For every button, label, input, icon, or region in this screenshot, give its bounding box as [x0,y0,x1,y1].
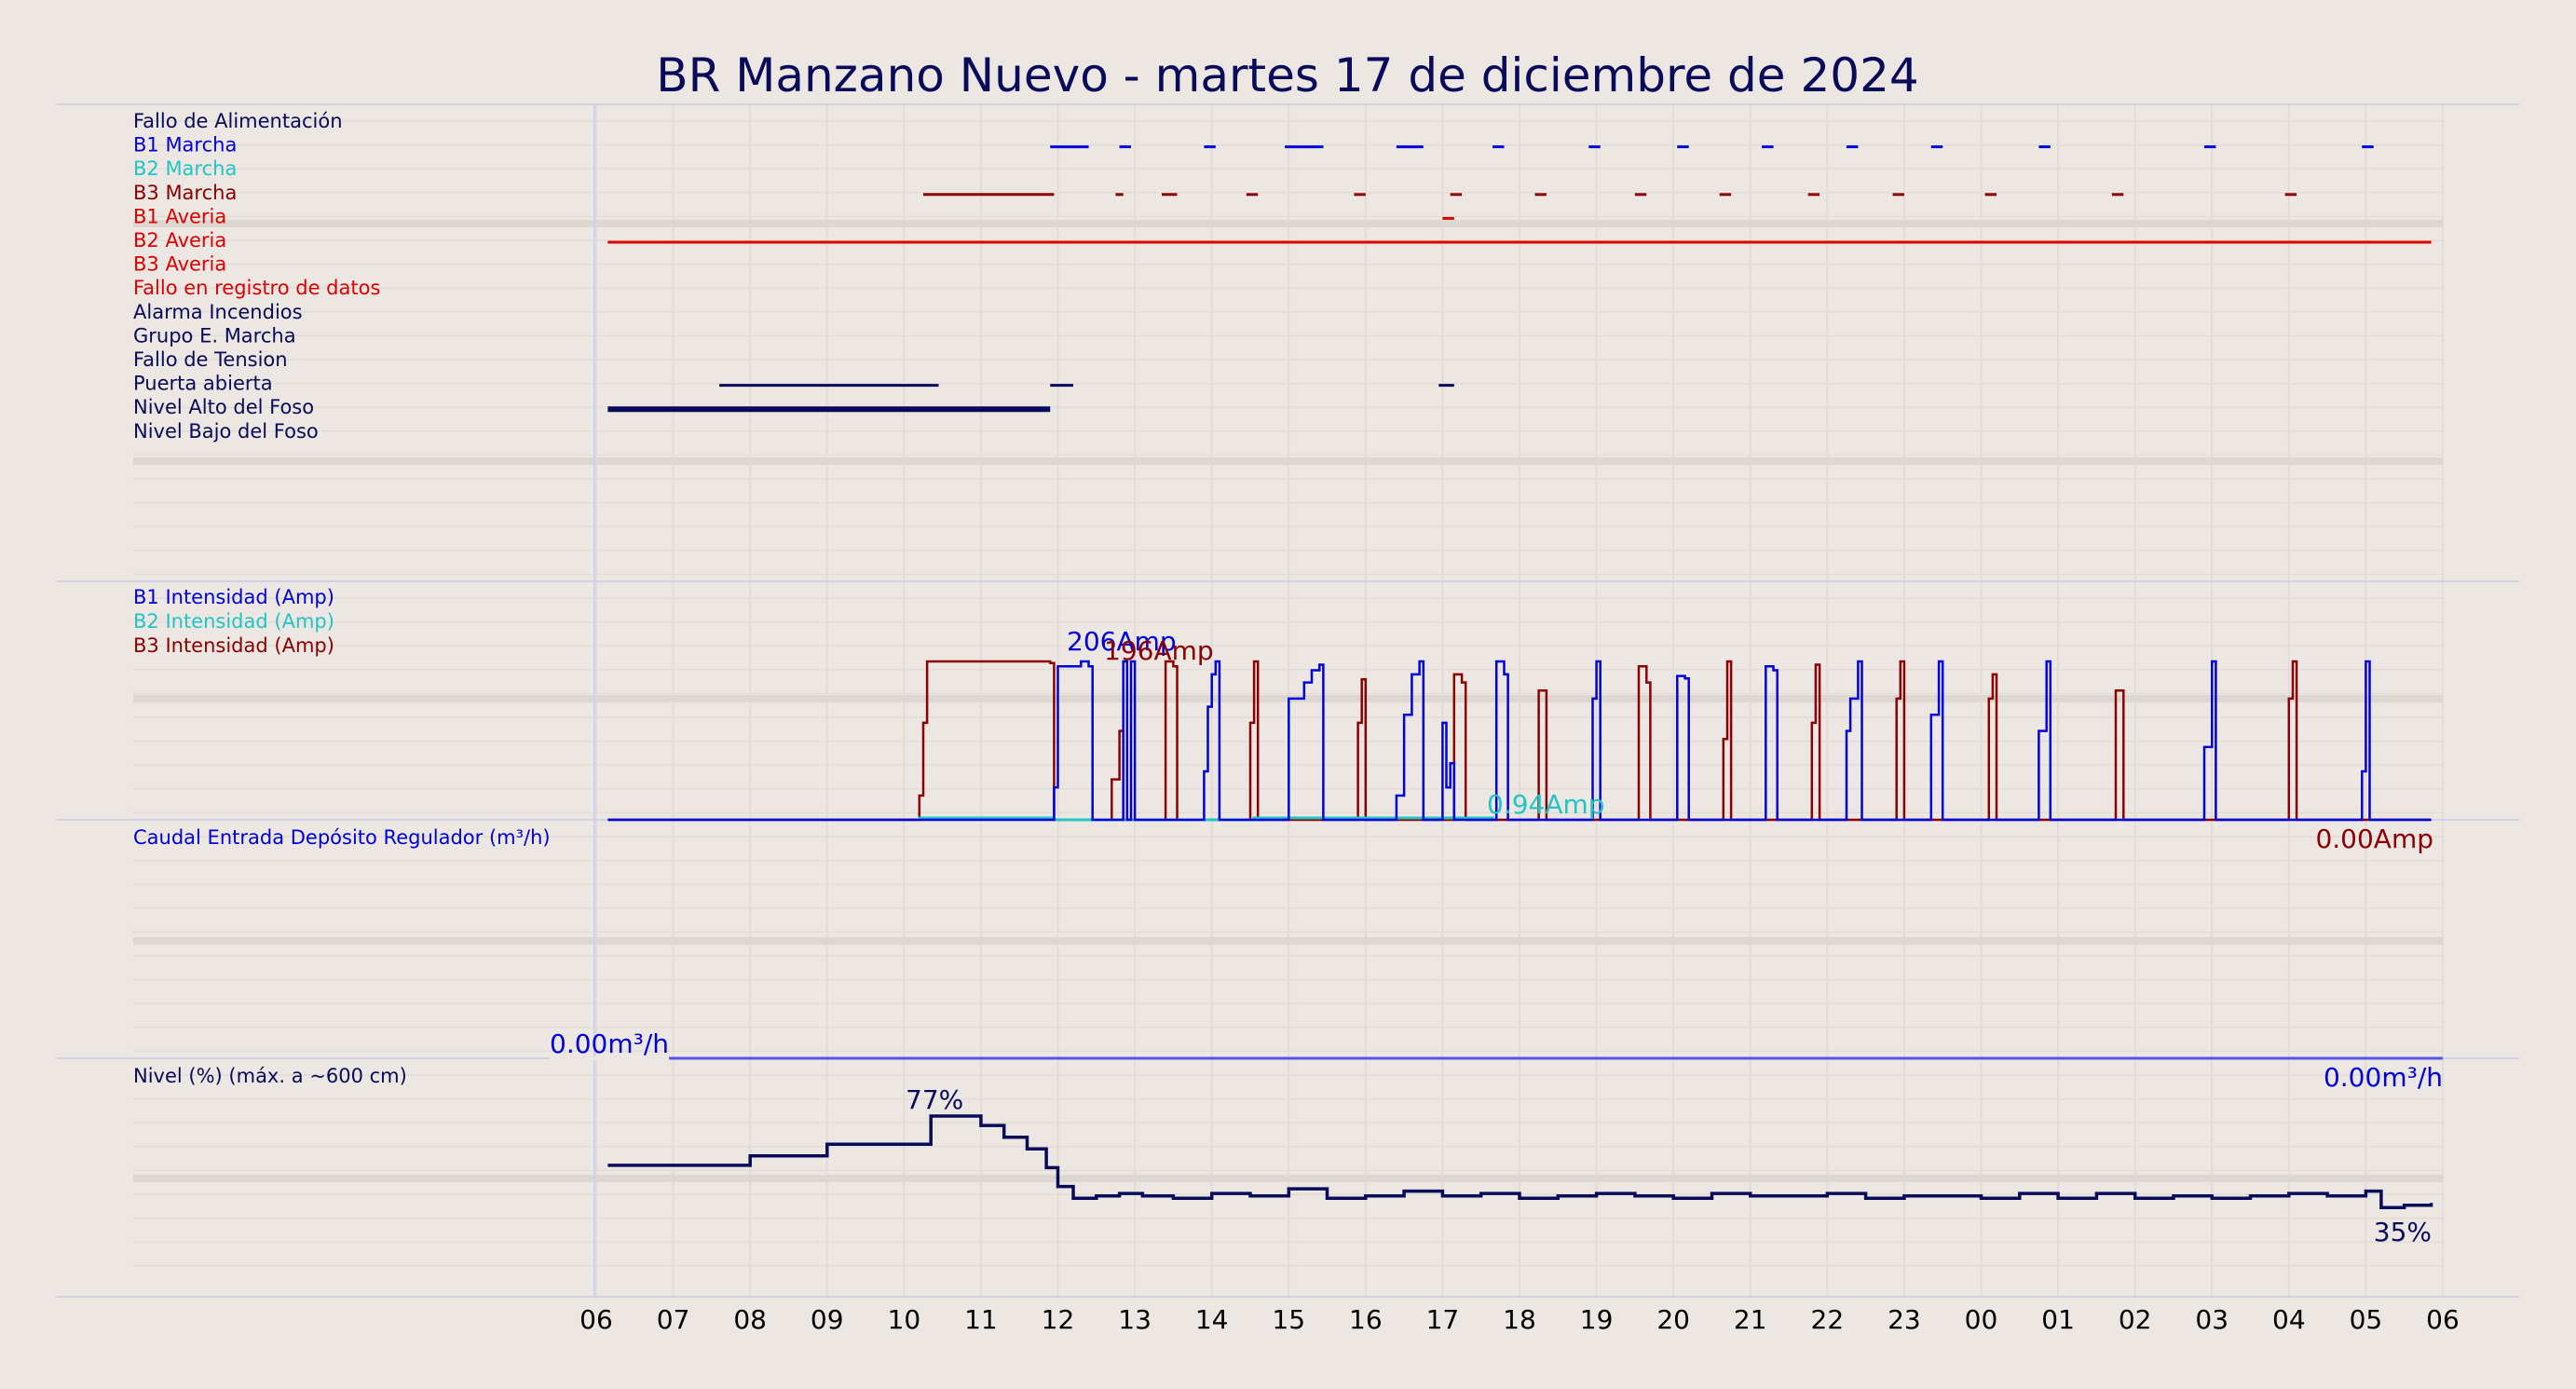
x-tick-label: 11 [964,1304,998,1335]
signal-label: Alarma Incendios [133,301,303,323]
signal-label: Puerta abierta [133,373,273,395]
level-max-annotation: 77% [906,1084,963,1115]
b1-intensity-line [607,660,2432,822]
x-tick-label: 19 [1580,1304,1614,1335]
x-tick-label: 17 [1426,1304,1460,1335]
chart-title: BR Manzano Nuevo - martes 17 de diciembr… [656,48,1918,102]
intensity-series [607,660,2432,822]
x-tick-label: 10 [888,1304,921,1335]
x-tick-label: 08 [733,1304,767,1335]
b2-last-annotation: 0.94Amp [1487,789,1605,820]
intensity-label: B1 Intensidad (Amp) [133,586,334,608]
signal-label: Grupo E. Marcha [133,324,296,347]
signal-label: Nivel Bajo del Foso [133,420,319,443]
x-tick-label: 09 [811,1304,844,1335]
b3-last-annotation: 0.00Amp [2315,824,2433,854]
b3-max-annotation: 196Amp [1104,635,1214,666]
x-tick-label: 00 [1965,1304,1998,1335]
b1-max-annotation: 206Amp [1067,626,1177,657]
grid-band [133,457,2443,465]
signal-label: B3 Averia [133,253,226,276]
intensity-label: B3 Intensidad (Amp) [133,634,334,657]
flow-start-annotation: 0.00m³/h [550,1028,669,1059]
x-tick-label: 22 [1811,1304,1845,1335]
x-tick-label: 21 [1734,1304,1767,1335]
intensity-labels: B1 Intensidad (Amp)B2 Intensidad (Amp)B3… [133,586,334,657]
grid-band [133,220,2443,227]
signal-label: B1 Marcha [133,134,237,157]
x-tick-label: 15 [1272,1304,1305,1335]
x-tick-label: 20 [1656,1304,1690,1335]
x-tick-label: 04 [2272,1304,2306,1335]
x-tick-label: 02 [2119,1304,2152,1335]
x-tick-label: 16 [1349,1304,1383,1335]
signal-label: B3 Marcha [133,182,237,204]
x-axis-ticks: 06 07 08 09 10 11 12 13 14 15 16 17 18 19 20 21 22 23 00 01… [579,1304,2460,1335]
signal-label: B1 Averia [133,205,226,227]
x-tick-label: 01 [2041,1304,2075,1335]
x-tick-label: 07 [657,1304,690,1335]
x-tick-label: 05 [2350,1304,2383,1335]
x-tick-label: 06 [2426,1304,2460,1335]
x-tick-label: 06 [579,1304,613,1335]
x-tick-label: 18 [1503,1304,1536,1335]
b3-intensity-line [607,660,2432,822]
level-line [607,1114,2433,1210]
grid-band [133,1175,2443,1182]
x-tick-label: 13 [1118,1304,1152,1335]
x-tick-label: 03 [2195,1304,2228,1335]
flow-label: Caudal Entrada Depósito Regulador (m³/h) [133,826,551,849]
grid [133,104,2444,1297]
x-tick-label: 14 [1195,1304,1229,1335]
intensity-label: B2 Intensidad (Amp) [133,610,334,633]
level-series [607,1114,2433,1210]
flow-end-annotation: 0.00m³/h [2324,1062,2443,1093]
signal-label: Nivel Alto del Foso [133,396,314,418]
x-tick-label: 23 [1888,1304,1921,1335]
signal-label: Fallo de Alimentación [133,110,343,132]
signal-label: Fallo en registro de datos [133,277,380,299]
grid-band [133,937,2443,945]
x-tick-label: 12 [1042,1304,1075,1335]
level-last-annotation: 35% [2374,1217,2432,1247]
signal-label: Fallo de Tension [133,348,288,371]
signal-label: B2 Marcha [133,157,237,180]
signal-bars [607,145,2432,413]
level-label: Nivel (%) (máx. a ~600 cm) [133,1065,407,1087]
signal-label: B2 Averia [133,229,226,252]
